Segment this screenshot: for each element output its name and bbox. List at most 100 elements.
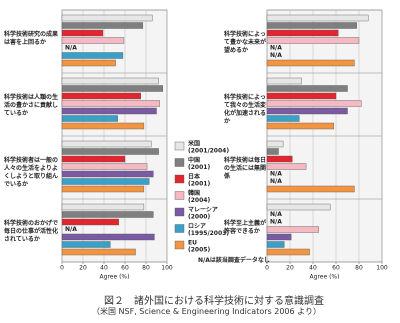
bar [266, 203, 331, 211]
bar [266, 233, 292, 241]
legend-period: (2001/2004) [188, 148, 229, 155]
bar [266, 77, 302, 85]
x-tick-label: 60 [332, 265, 340, 272]
bar [61, 155, 126, 163]
bar [61, 92, 141, 100]
bar [61, 22, 144, 29]
bar [61, 203, 145, 211]
na-label: N/A [270, 178, 282, 185]
bar [266, 22, 357, 29]
note: N/Aは該当調査データなし [198, 256, 270, 264]
bar [61, 233, 155, 241]
x-tick-label: 40 [309, 265, 317, 272]
bar [266, 163, 307, 170]
bar [61, 77, 159, 85]
x-tick-label: 80 [142, 265, 150, 272]
legend-swatch [174, 174, 185, 184]
bar [266, 107, 348, 115]
bar [266, 14, 369, 22]
x-tick-label: 100 [161, 265, 173, 272]
na-label: N/A [270, 171, 282, 178]
bar [61, 52, 124, 59]
na-label: N/A [270, 52, 282, 59]
bar [61, 218, 119, 226]
na-label: N/A [65, 226, 77, 233]
bar [266, 155, 293, 163]
bar [61, 178, 150, 185]
legend-name: ロシア [188, 223, 206, 230]
legend-period: (2001) [188, 181, 210, 188]
legend-name: 中国 [188, 156, 200, 164]
legend-swatch [174, 158, 185, 167]
bar [61, 107, 157, 115]
legend-swatch [174, 240, 185, 250]
bar [266, 115, 300, 122]
x-tick-label: 20 [286, 265, 294, 272]
bar [61, 37, 125, 44]
bar [61, 140, 152, 148]
legend-name: 日本 [188, 173, 201, 181]
legend-name: マレーシア [188, 207, 218, 214]
bar [61, 100, 160, 107]
bar [61, 59, 116, 67]
legend-period: (2000) [188, 214, 210, 221]
x-tick-label: 0 [60, 265, 64, 272]
x-axis-label: Agree (%) [310, 274, 340, 281]
legend-name: 米国 [188, 140, 200, 148]
x-tick-label: 40 [100, 265, 108, 272]
legend-name: EU [188, 240, 197, 247]
question-label: 科学技術は人類の生活の豊かさに貢献しているか [4, 94, 59, 117]
bar [61, 185, 145, 193]
question-label: 科学技術は毎日の生活には無関係 [224, 157, 267, 180]
caption-title: 図２ 諸外国における科学技術に対する意識調査 [104, 296, 324, 307]
bar [61, 211, 154, 218]
bar [61, 85, 164, 92]
bar [266, 226, 319, 233]
x-tick-label: 60 [121, 265, 129, 272]
legend-period: (1995/2003) [188, 230, 229, 237]
legend-name: 韓国 [188, 189, 200, 197]
na-label: N/A [270, 211, 282, 218]
bar [266, 140, 284, 148]
question-label: 科学技術者は一般の人々の生活をよりよくしようと取り組んでいるか [4, 157, 59, 188]
na-label: N/A [270, 219, 282, 226]
bar [61, 148, 159, 155]
na-label: N/A [270, 45, 282, 52]
question-label: 科学技術によって我々の生活変化が加速されるか [224, 94, 267, 125]
bar [266, 122, 334, 130]
x-axis-label: Agree (%) [100, 274, 130, 281]
legend-period: (2001) [188, 164, 210, 171]
x-tick-label: 100 [376, 265, 388, 272]
x-tick-label: 80 [355, 265, 363, 272]
bar [266, 148, 279, 155]
bar [266, 59, 355, 67]
bar [266, 185, 355, 193]
bar [61, 14, 153, 22]
bar [266, 248, 310, 256]
question-label: 科学技術研究の成果は害を上回るか [4, 31, 59, 46]
legend-period: (2004) [188, 197, 210, 204]
caption-source: （米国 NSF, Science & Engineering Indicator… [92, 307, 321, 316]
bar [61, 122, 145, 130]
bar [266, 92, 337, 100]
legend-period: (2005) [188, 247, 210, 254]
bar [266, 85, 348, 92]
bar [61, 115, 118, 122]
bar [61, 163, 148, 170]
question-label: 科学技術によって豊かな未来が望めるか [224, 31, 267, 54]
legend-swatch [174, 141, 185, 151]
legend-swatch [174, 191, 185, 200]
na-label: N/A [65, 45, 77, 52]
bar [266, 37, 360, 44]
bar [266, 241, 285, 248]
legend-swatch [174, 207, 185, 217]
bar [266, 100, 362, 107]
bar [61, 29, 104, 37]
question-label: 科学至上主義が許容できるか [224, 220, 267, 235]
bar [266, 29, 339, 37]
bar [61, 248, 136, 256]
x-tick-label: 0 [265, 265, 269, 272]
question-label: 科学技術のおかげで毎日の仕事が活性化されているか [4, 220, 59, 243]
legend-swatch [174, 224, 185, 233]
